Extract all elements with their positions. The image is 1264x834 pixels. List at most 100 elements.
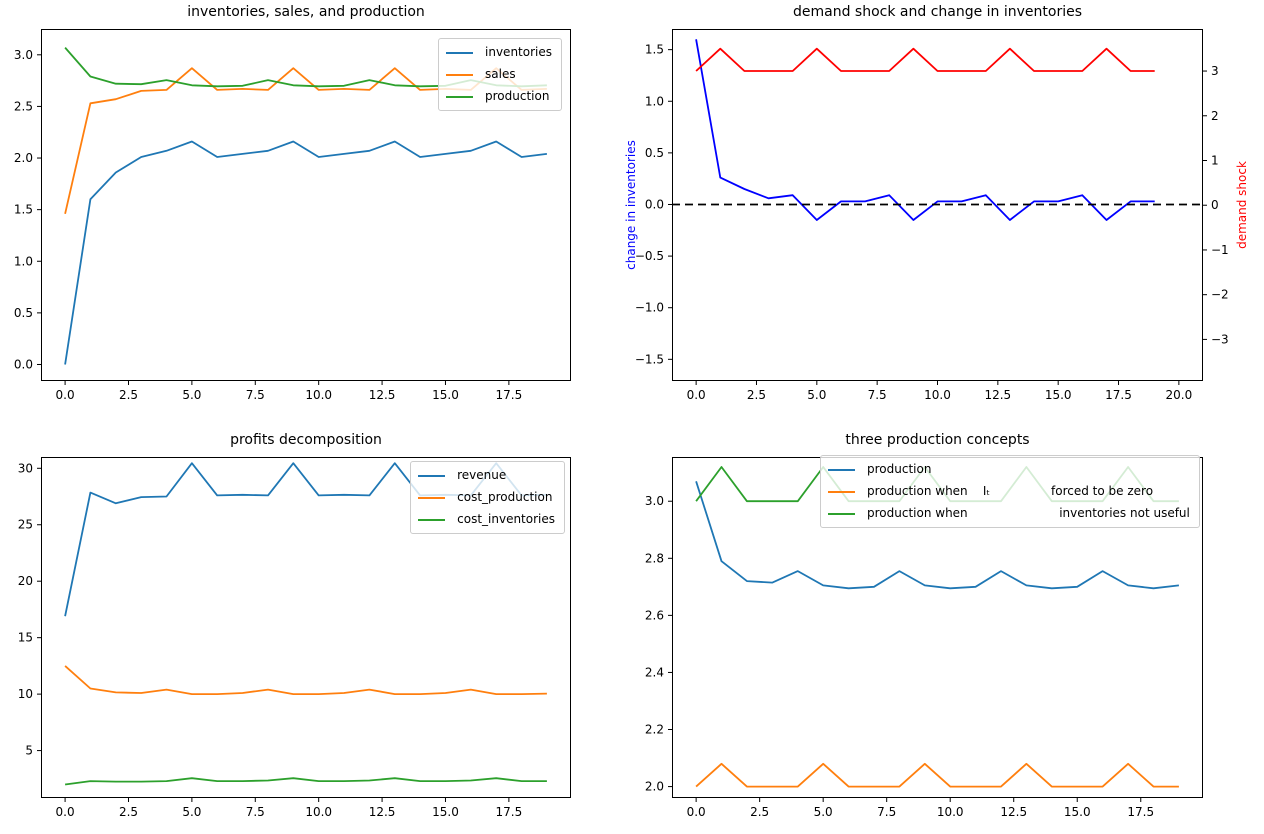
legend-label: revenue — [457, 468, 507, 482]
axes-spines — [41, 457, 571, 798]
legend-line-swatch — [446, 73, 474, 76]
y-tick-label: 15 — [18, 631, 33, 645]
y-tick-label: 2.2 — [645, 723, 664, 737]
legend-line-swatch — [446, 95, 474, 98]
y-tick-label-right: −1 — [1211, 243, 1229, 257]
x-tick-label: 2.5 — [119, 805, 138, 819]
y-axis-label-left: change in inventories — [624, 140, 638, 270]
chart-title: demand shock and change in inventories — [792, 4, 1083, 20]
series-production-when-It-forced-to-be-zero — [695, 762, 1179, 788]
legend: revenue cost_production cost_inventories — [410, 461, 565, 534]
x-tick-label: 2.5 — [747, 388, 766, 402]
y-tick-label: 1.0 — [14, 254, 33, 268]
x-tick-label: 0.0 — [687, 388, 706, 402]
x-tick-label: 10.0 — [305, 805, 332, 819]
x-tick-label: 7.5 — [877, 805, 896, 819]
legend-line-swatch — [418, 496, 446, 499]
y-tick-label: 2.8 — [645, 551, 664, 565]
x-tick-label: 5.0 — [814, 805, 833, 819]
legend-line-swatch — [828, 490, 855, 493]
x-tick-label: 17.5 — [1127, 805, 1154, 819]
y-tick-label: 30 — [18, 461, 33, 475]
x-tick-label: 0.0 — [56, 388, 75, 402]
legend-label: production when Iₜ forced to be zero — [867, 484, 1154, 498]
y-tick-label-right: −3 — [1211, 332, 1229, 346]
axis-ticks: 0.0 2.5 5.0 7.5 10.0 12.5 15.0 17.5 20.0−1.5−1.0… — [635, 43, 1229, 402]
legend-line-swatch — [418, 474, 446, 477]
series-production — [695, 481, 1180, 590]
x-tick-label: 12.5 — [369, 805, 396, 819]
x-tick-label: 17.5 — [1105, 388, 1132, 402]
x-tick-label: 10.0 — [937, 805, 964, 819]
plot-area-inventories-sales-production: 0.0 2.5 5.0 7.5 10.0 12.5 15.0 17.5 0.0 0.5 1.0 1.5… — [14, 29, 571, 402]
x-tick-label: 7.5 — [246, 388, 265, 402]
legend-item-production: production — [446, 89, 552, 104]
axis-ticks: 0.0 2.5 5.0 7.5 10.0 12.5 15.0 17.5 0.0 0.5 1.0 1.5… — [14, 48, 522, 402]
series-cost_production — [64, 665, 547, 696]
x-tick-label: 15.0 — [432, 805, 459, 819]
y-tick-label: 1.0 — [645, 94, 664, 108]
y-tick-label: 2.5 — [14, 99, 33, 113]
x-tick-label: 12.5 — [1000, 805, 1027, 819]
legend-label: sales — [485, 67, 516, 81]
x-tick-label: 20.0 — [1166, 388, 1193, 402]
x-tick-label: 2.5 — [119, 388, 138, 402]
legend-line-swatch — [418, 518, 446, 521]
y-tick-label: 10 — [18, 687, 33, 701]
series-demand-shock — [695, 47, 1155, 72]
x-tick-label: 7.5 — [246, 805, 265, 819]
y-tick-label-right: 2 — [1211, 109, 1219, 123]
y-tick-label: −1.5 — [635, 352, 664, 366]
x-tick-label: 7.5 — [868, 388, 887, 402]
legend-label: inventories — [485, 45, 552, 59]
subplot-inventories-sales-production: inventories, sales, and production 0.0 2.… — [14, 4, 571, 402]
y-tick-label: 2.4 — [645, 665, 664, 679]
legend-item-inventories: inventories — [446, 45, 552, 60]
x-tick-label: 15.0 — [1045, 388, 1072, 402]
y-axis-label-right: demand shock — [1235, 161, 1249, 249]
y-tick-label-right: 3 — [1211, 64, 1219, 78]
x-tick-label: 10.0 — [924, 388, 951, 402]
chart-title: three production concepts — [845, 432, 1030, 448]
x-tick-label: 15.0 — [1064, 805, 1091, 819]
chart-title: profits decomposition — [230, 432, 382, 448]
y-tick-label: 2.0 — [645, 780, 664, 794]
legend-label: production — [485, 89, 550, 103]
y-tick-label: 3.0 — [14, 48, 33, 62]
legend-label: cost_production — [457, 490, 553, 504]
y-tick-label: 1.5 — [645, 43, 664, 57]
x-tick-label: 17.5 — [496, 805, 523, 819]
legend-item-cost_inventories: cost_inventories — [418, 512, 555, 527]
series-group — [672, 39, 1203, 221]
series-inventories — [64, 140, 548, 365]
y-tick-label: 2.6 — [645, 608, 664, 622]
legend: inventories sales production — [438, 38, 562, 111]
x-tick-label: 5.0 — [182, 388, 201, 402]
y-tick-label: −1.0 — [635, 301, 664, 315]
y-tick-label: 2.0 — [14, 151, 33, 165]
legend-line-swatch — [828, 468, 855, 471]
legend-item-production-when-It-forced-to-be-zero: production when Iₜ forced to be zero — [828, 484, 1190, 499]
axes-spines — [672, 29, 1203, 381]
legend: production production when Iₜ forced to b… — [820, 455, 1200, 528]
x-tick-label: 0.0 — [56, 805, 75, 819]
axes-spines — [41, 29, 571, 381]
legend-item-production: production — [828, 462, 1190, 477]
plot-area-demand-shock-change-in-inventories: 0.0 2.5 5.0 7.5 10.0 12.5 15.0 17.5 20.0−1.5−1.0… — [635, 29, 1229, 402]
series-change-in-inventories — [695, 39, 1155, 221]
x-tick-label: 15.0 — [432, 388, 459, 402]
x-tick-label: 0.0 — [687, 805, 706, 819]
legend-item-revenue: revenue — [418, 468, 555, 483]
series-cost_inventories — [64, 777, 547, 786]
x-tick-label: 12.5 — [369, 388, 396, 402]
y-tick-label: 3.0 — [645, 494, 664, 508]
legend-item-production-when-inventories-not-useful: production when inventories not useful — [828, 506, 1190, 521]
x-tick-label: 5.0 — [807, 388, 826, 402]
legend-line-swatch — [828, 512, 855, 515]
x-tick-label: 17.5 — [496, 388, 523, 402]
legend-line-swatch — [446, 51, 474, 54]
y-tick-label: 5 — [25, 744, 33, 758]
chart-title: inventories, sales, and production — [187, 4, 425, 20]
y-tick-label-right: −2 — [1211, 288, 1229, 302]
